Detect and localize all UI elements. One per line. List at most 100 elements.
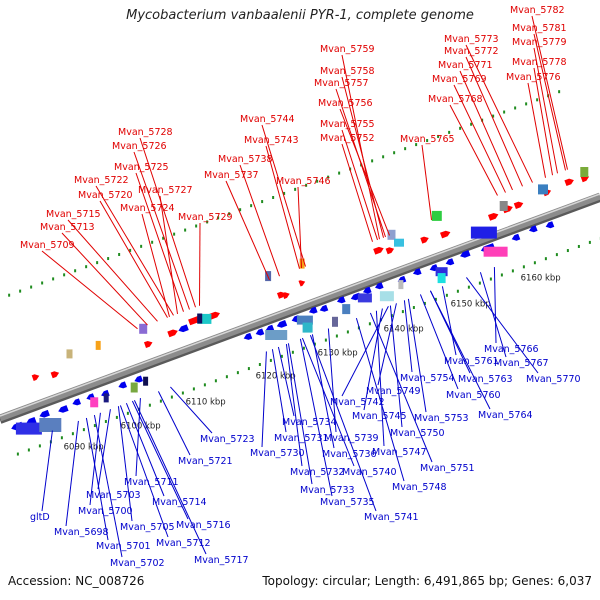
leader-line [311, 334, 335, 449]
leader-line [493, 267, 497, 344]
gene-feature-box [197, 313, 203, 324]
leader-line [466, 277, 539, 374]
gene-label-top: Mvan_5728 [118, 127, 173, 138]
leader-line [285, 343, 303, 467]
gene-label-top: Mvan_5782 [510, 5, 565, 16]
gene-label-top: Mvan_5727 [138, 185, 193, 196]
figure-title: Mycobacterium vanbaalenii PYR-1, complet… [126, 8, 474, 23]
leader-line [533, 47, 558, 174]
leader-line [265, 145, 300, 269]
genome-stats-text: Topology: circular; Length: 6,491,865 bp… [262, 574, 592, 588]
gene-label-top: Mvan_5758 [320, 66, 375, 77]
reverse-gene-arrow [39, 409, 50, 418]
gene-label-top: Mvan_5720 [78, 190, 133, 201]
gene-label-top: Mvan_5743 [244, 135, 299, 146]
accession-text: Accession: NC_008726 [8, 574, 145, 588]
leader-line [133, 400, 207, 555]
gene-feature-box [538, 184, 548, 195]
backbone-highlight [0, 193, 600, 417]
gene-label-bottom: Mvan_5717 [194, 555, 249, 566]
leader-line [89, 412, 101, 506]
leader-line [133, 151, 190, 310]
leader-line [341, 306, 389, 397]
reverse-gene-arrow [337, 296, 346, 304]
gene-label-top: Mvan_5709 [20, 240, 75, 251]
leader-line [375, 310, 385, 447]
reverse-gene-block [357, 293, 372, 303]
leader-line [301, 337, 355, 467]
gene-feature-box [197, 313, 212, 324]
gene-feature-box [143, 376, 149, 386]
leader-line [465, 56, 523, 187]
gene-label-bottom: Mvan_5698 [54, 527, 109, 538]
leader-line [95, 185, 174, 316]
gene-label-bottom: Mvan_5764 [478, 410, 533, 421]
leader-line [389, 305, 403, 428]
gene-label-top: Mvan_5769 [432, 74, 487, 85]
gene-label-bottom: Mvan_5763 [458, 374, 513, 385]
gene-feature-box [431, 210, 442, 221]
reverse-gene-arrow [309, 306, 318, 314]
gene-label-bottom: Mvan_5730 [250, 448, 305, 459]
leader-line [453, 84, 506, 193]
leader-line [403, 300, 413, 373]
leader-line [159, 195, 179, 315]
reverse-gene-block [265, 330, 288, 340]
scale-label: 6130 kbp [318, 349, 358, 359]
gene-feature-box [130, 382, 138, 393]
gene-label-bottom: Mvan_5748 [392, 482, 447, 493]
leader-line [85, 417, 109, 541]
leader-line [309, 334, 377, 512]
leader-line [170, 386, 213, 434]
reverse-gene-block [39, 418, 62, 432]
gene-label-bottom: Mvan_5705 [120, 522, 175, 533]
gene-feature-box [299, 258, 305, 269]
forward-gene-arrow [385, 247, 395, 255]
reverse-gene-arrow [58, 405, 69, 413]
gene-feature-box [332, 316, 338, 327]
leader-line [441, 286, 457, 356]
forward-gene-arrow [513, 201, 524, 209]
leader-line [239, 164, 280, 277]
leader-line [465, 44, 533, 183]
gene-label-top: Mvan_5737 [204, 170, 259, 181]
reverse-gene-block [470, 226, 497, 239]
forward-gene-arrow [31, 374, 40, 381]
gene-label-top: Mvan_5779 [512, 37, 567, 48]
gene-label-top: Mvan_5768 [428, 94, 483, 105]
forward-gene-arrow [564, 178, 574, 186]
gene-label-bottom: Mvan_5723 [200, 434, 255, 445]
scale-label: 6160 kbp [521, 274, 561, 284]
leader-line [135, 172, 184, 312]
leader-line [125, 403, 165, 497]
gene-label-bottom: Mvan_5760 [446, 390, 501, 401]
gene-label-top: Mvan_5722 [74, 175, 129, 186]
forward-gene-arrow [167, 329, 178, 338]
gene-label-bottom: Mvan_5751 [420, 463, 475, 474]
leader-line [479, 272, 507, 358]
gene-feature-box [437, 273, 446, 284]
gene-feature-box [398, 280, 404, 290]
leader-line [41, 250, 138, 330]
gene-label-bottom: Mvan_5716 [176, 520, 231, 531]
leader-line [139, 137, 196, 308]
gene-label-top: Mvan_5746 [276, 176, 331, 187]
gene-label-bottom: gltD [30, 512, 50, 523]
leader-line [131, 400, 189, 520]
forward-gene-arrow [440, 230, 451, 239]
gene-label-top: Mvan_5765 [400, 134, 455, 145]
forward-gene-arrow [298, 280, 306, 287]
gene-label-bottom: Mvan_5770 [526, 374, 581, 385]
gene-label-top: Mvan_5724 [120, 203, 175, 214]
gene-label-bottom: Mvan_5700 [78, 506, 133, 517]
gene-label-bottom: Mvan_5753 [414, 413, 469, 424]
gene-feature-box [103, 393, 109, 403]
gene-label-bottom: Mvan_5750 [390, 428, 445, 439]
reverse-gene-arrow [529, 225, 538, 233]
forward-gene-arrow [144, 341, 153, 348]
gene-label-bottom: Mvan_5742 [330, 397, 385, 408]
leader-line [65, 420, 79, 527]
gene-label-bottom: Mvan_5747 [372, 447, 427, 458]
reverse-gene-arrow [134, 375, 143, 383]
